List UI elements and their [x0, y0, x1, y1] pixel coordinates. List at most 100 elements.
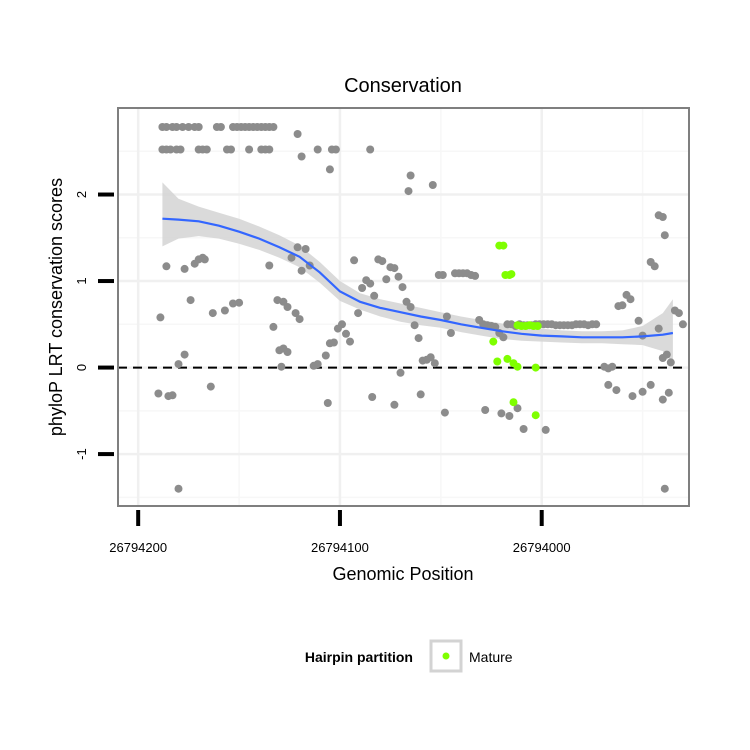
point: [440, 408, 449, 417]
point: [227, 145, 235, 154]
x-axis-label: Genomic Position: [332, 564, 473, 584]
point: [396, 368, 405, 377]
point: [174, 360, 183, 369]
point: [446, 329, 455, 337]
point: [416, 390, 425, 399]
point: [342, 329, 350, 338]
point: [430, 359, 439, 368]
point: [497, 409, 506, 418]
point: [390, 400, 399, 409]
point: [229, 299, 237, 308]
point: [186, 296, 195, 305]
point-mature: [513, 362, 522, 371]
point: [283, 303, 292, 311]
point: [220, 306, 229, 315]
point: [206, 382, 215, 391]
legend-key-mature: [442, 652, 450, 660]
point: [202, 145, 211, 154]
point: [269, 322, 278, 331]
point: [666, 358, 675, 367]
chart-title: Conservation: [344, 75, 462, 97]
data-points: [154, 123, 687, 493]
point: [650, 262, 659, 271]
point: [674, 309, 683, 318]
point: [638, 387, 647, 396]
smooth-trend-line: [162, 217, 674, 339]
x-tick-label: 26794100: [311, 540, 369, 555]
point: [329, 338, 338, 347]
point: [200, 255, 209, 264]
point: [297, 266, 306, 275]
point: [208, 309, 217, 318]
point-mature: [493, 357, 502, 366]
point-mature: [503, 354, 512, 363]
point: [414, 334, 423, 343]
point: [313, 360, 322, 369]
point: [321, 351, 330, 360]
point: [628, 392, 637, 401]
plot-panel-border: [117, 107, 690, 507]
point: [295, 315, 304, 324]
point: [235, 298, 244, 307]
point: [658, 395, 667, 404]
point: [162, 262, 171, 271]
point: [370, 291, 379, 300]
point: [346, 337, 354, 346]
y-tick-label: -1: [74, 448, 89, 460]
point: [678, 320, 687, 329]
point: [184, 123, 193, 131]
point: [404, 187, 413, 196]
point: [662, 350, 671, 359]
point: [180, 264, 189, 273]
point: [442, 312, 451, 321]
point: [604, 364, 613, 373]
point: [331, 145, 340, 154]
point: [660, 231, 669, 240]
legend-title: Hairpin partition: [305, 649, 413, 665]
point: [438, 271, 447, 279]
point: [166, 145, 175, 154]
point: [283, 348, 292, 356]
point: [156, 313, 165, 322]
y-tick-label: 2: [74, 191, 89, 198]
point: [180, 350, 189, 359]
point: [428, 181, 437, 189]
point: [265, 261, 274, 270]
x-axis-ticks: 26794200 26794100 26794000: [109, 510, 571, 555]
point: [499, 333, 508, 342]
point: [660, 484, 669, 493]
point: [178, 123, 187, 131]
point: [406, 171, 415, 180]
point: [505, 412, 514, 420]
point: [297, 152, 306, 161]
point: [604, 380, 613, 389]
point: [378, 257, 387, 266]
point: [265, 145, 274, 154]
point: [654, 324, 663, 333]
point: [172, 123, 181, 131]
point: [646, 380, 655, 389]
point: [338, 320, 346, 329]
point: [313, 145, 322, 154]
point-mature: [531, 363, 540, 372]
point-mature: [507, 270, 516, 279]
point: [406, 303, 415, 311]
point: [410, 321, 419, 330]
point: [162, 123, 171, 131]
point: [277, 362, 286, 371]
point: [176, 145, 185, 154]
point: [287, 253, 296, 262]
point: [301, 245, 310, 253]
point: [358, 284, 367, 292]
y-axis-ticks: -1 0 1 2: [74, 191, 114, 460]
point: [471, 271, 480, 280]
point: [291, 309, 300, 318]
point-mature: [509, 398, 518, 407]
point: [325, 165, 334, 174]
x-tick-label: 26794000: [513, 540, 571, 555]
legend: Hairpin partition Mature: [305, 639, 513, 673]
y-tick-label: 0: [74, 364, 89, 371]
point: [612, 386, 621, 395]
point: [513, 404, 522, 413]
